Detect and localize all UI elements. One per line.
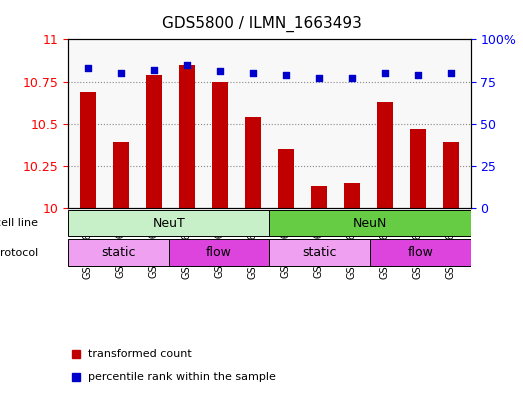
Point xyxy=(215,68,224,75)
Bar xyxy=(377,102,393,208)
Point xyxy=(315,75,323,81)
Bar xyxy=(410,129,426,208)
Point xyxy=(348,75,356,81)
Text: cell line: cell line xyxy=(0,218,38,228)
Text: flow: flow xyxy=(407,246,433,259)
Text: NeuN: NeuN xyxy=(353,217,387,230)
Text: percentile rank within the sample: percentile rank within the sample xyxy=(88,372,276,382)
FancyBboxPatch shape xyxy=(269,239,370,266)
Point xyxy=(248,70,257,76)
Text: protocol: protocol xyxy=(0,248,38,257)
Text: NeuT: NeuT xyxy=(152,217,185,230)
FancyBboxPatch shape xyxy=(168,239,269,266)
Bar xyxy=(112,142,129,208)
Point xyxy=(282,72,290,78)
Point xyxy=(117,70,125,76)
Bar xyxy=(311,186,327,208)
Bar xyxy=(212,82,228,208)
Point xyxy=(381,70,389,76)
Point xyxy=(150,66,158,73)
Point xyxy=(84,65,92,71)
Text: transformed count: transformed count xyxy=(88,349,192,359)
Point xyxy=(414,72,422,78)
Bar xyxy=(344,183,360,208)
Bar xyxy=(79,92,96,208)
Text: static: static xyxy=(302,246,337,259)
FancyBboxPatch shape xyxy=(269,210,471,236)
Bar xyxy=(245,117,261,208)
FancyBboxPatch shape xyxy=(68,210,269,236)
Text: static: static xyxy=(101,246,135,259)
Point xyxy=(183,61,191,68)
FancyBboxPatch shape xyxy=(370,239,471,266)
Text: GDS5800 / ILMN_1663493: GDS5800 / ILMN_1663493 xyxy=(162,16,361,32)
Bar xyxy=(145,75,162,208)
Bar xyxy=(442,142,459,208)
Text: flow: flow xyxy=(206,246,232,259)
Bar xyxy=(278,149,294,208)
FancyBboxPatch shape xyxy=(68,239,168,266)
Bar xyxy=(178,64,195,208)
Point xyxy=(447,70,455,76)
